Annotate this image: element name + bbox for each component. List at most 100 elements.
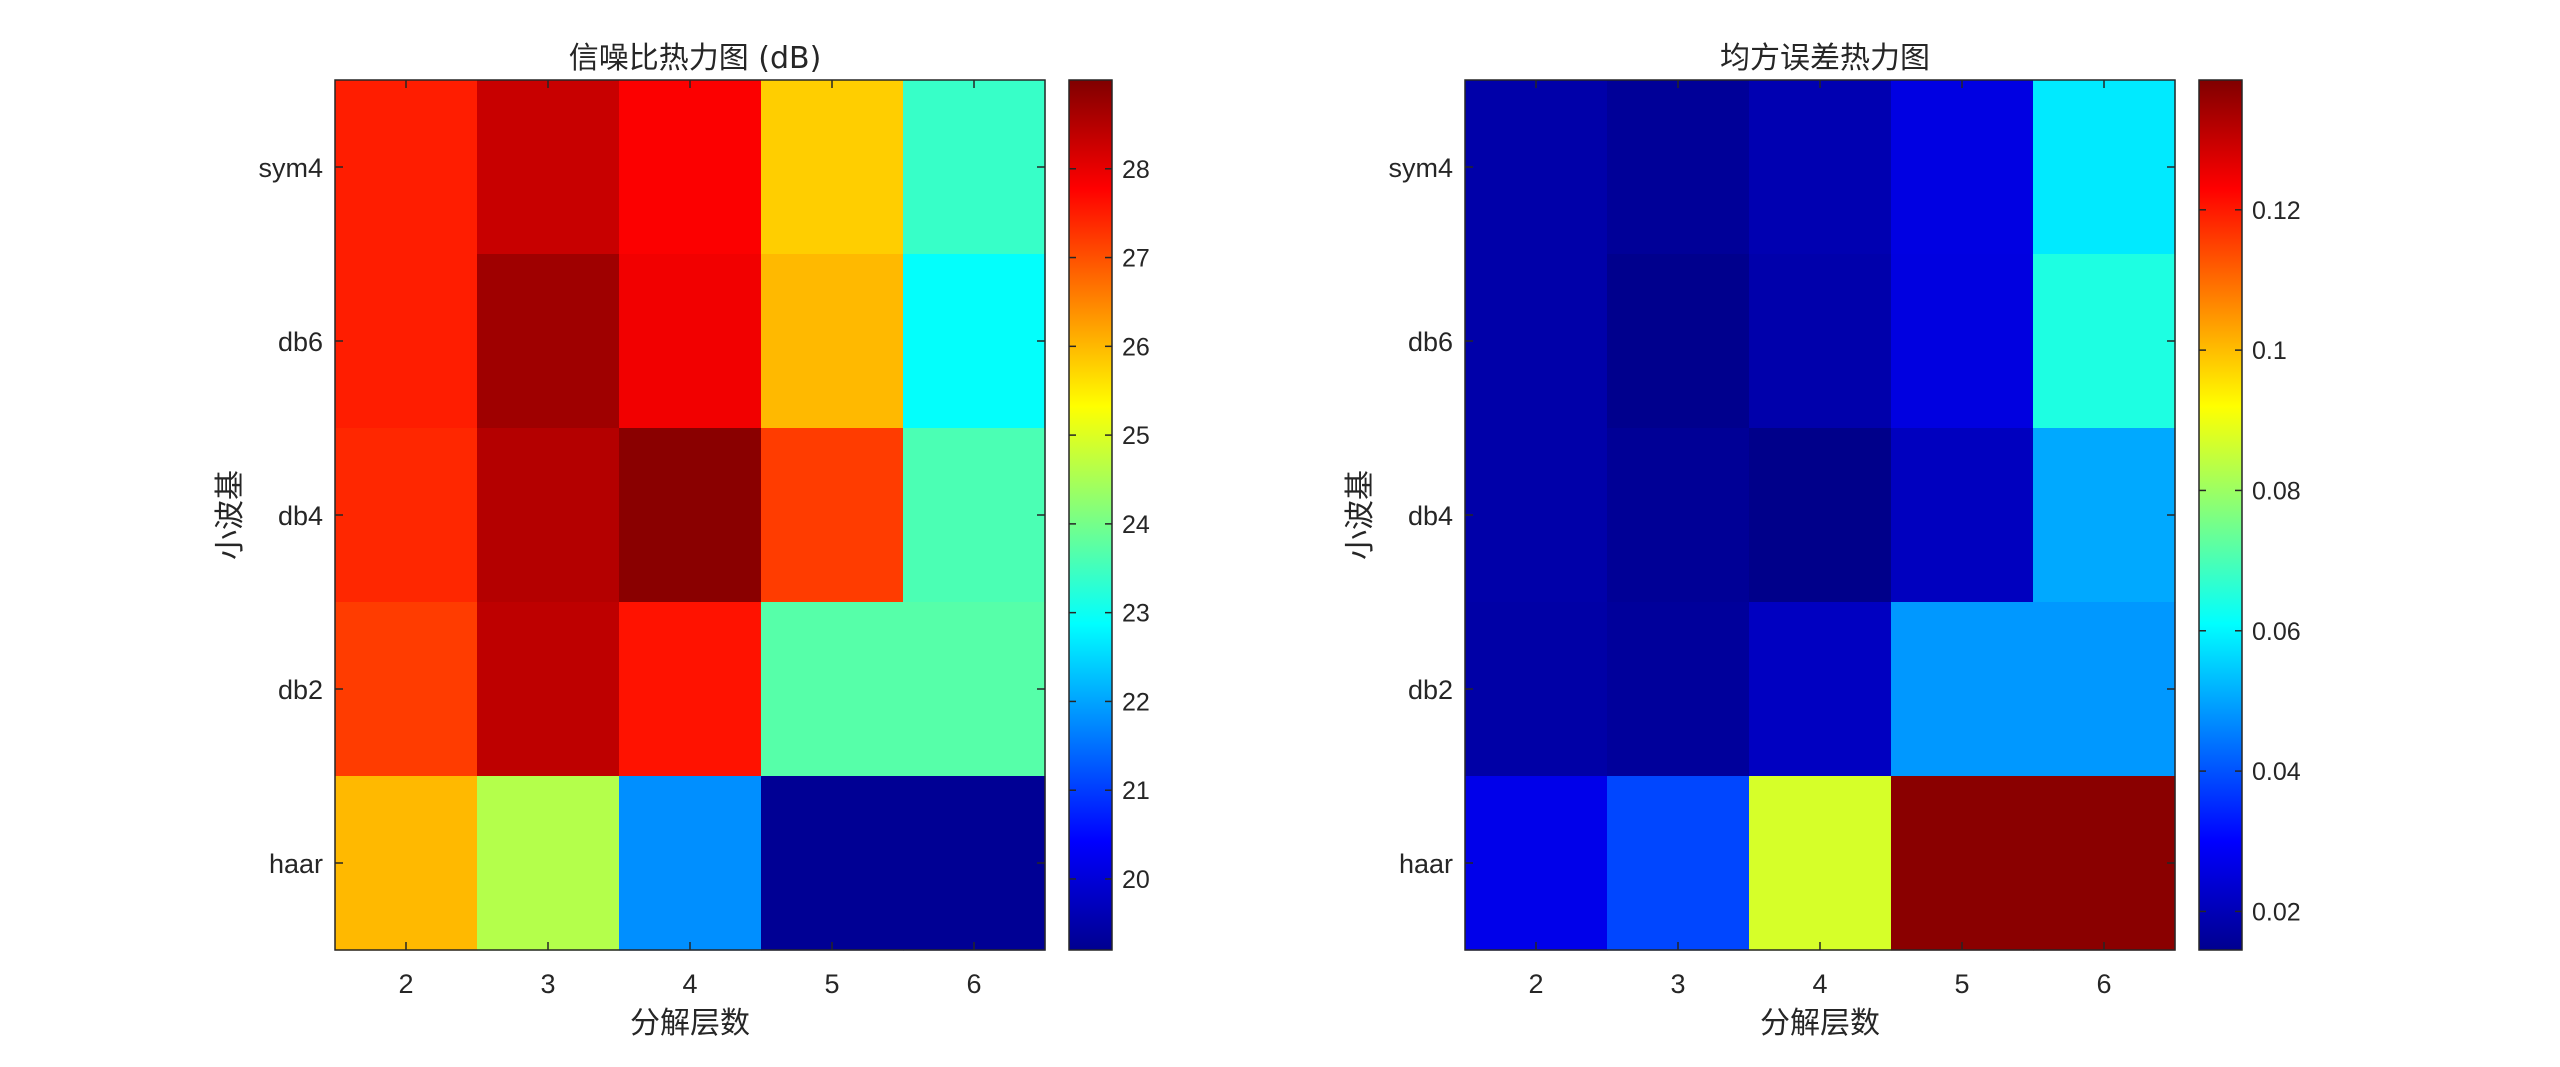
y-tick-label: db4 — [1408, 501, 1453, 531]
colorbar-tick-label: 26 — [1122, 333, 1150, 361]
x-tick-label: 3 — [540, 969, 555, 999]
y-tick-label: db2 — [1408, 675, 1453, 705]
x-tick-label: 2 — [398, 969, 413, 999]
heatmap-cell — [1749, 80, 1892, 255]
mse-x-tick-labels: 2 3 4 5 6 — [1528, 969, 2111, 999]
y-tick-label: db4 — [278, 501, 323, 531]
heatmap-cell — [1891, 254, 2034, 429]
heatmap-cell — [335, 602, 478, 777]
colorbar-tick-label: 27 — [1122, 245, 1150, 273]
mse-colorbar-ticks: 0.02 0.04 0.06 0.08 0.1 0.12 — [2199, 197, 2301, 926]
heatmap-cell — [335, 428, 478, 603]
heatmap-cell — [477, 776, 620, 951]
mse-heatmap-ticks — [1465, 80, 2175, 950]
colorbar-tick-label: 0.02 — [2252, 898, 2301, 926]
heatmap-cell — [2033, 254, 2176, 429]
heatmap-cell — [761, 80, 904, 255]
colorbar-tick-label: 28 — [1122, 156, 1150, 184]
colorbar-tick-label: 22 — [1122, 688, 1150, 716]
colorbar-tick-label: 24 — [1122, 511, 1150, 539]
x-tick-label: 3 — [1670, 969, 1685, 999]
colorbar-tick-label: 23 — [1122, 600, 1150, 628]
heatmap-cell — [2033, 602, 2176, 777]
colorbar-tick-label: 20 — [1122, 866, 1150, 894]
y-tick-label: db2 — [278, 675, 323, 705]
colorbar-tick-label: 21 — [1122, 777, 1150, 805]
mse-y-axis-label: 小波基 — [1343, 470, 1378, 560]
heatmap-cell — [1465, 254, 1608, 429]
heatmap-cell — [477, 602, 620, 777]
heatmap-cell — [1891, 428, 2034, 603]
x-tick-label: 4 — [1812, 969, 1827, 999]
mse-heatmap-panel: 均方误差热力图 2 3 4 5 6 sym4 db6 db4 db2 haar 分解层数 小波基… — [1343, 41, 2301, 1041]
heatmap-cell — [1749, 776, 1892, 951]
colorbar-tick-label: 25 — [1122, 422, 1150, 450]
heatmap-cell — [1465, 776, 1608, 951]
mse-heatmap-title: 均方误差热力图 — [1720, 41, 1930, 76]
heatmap-cell — [761, 428, 904, 603]
heatmap-cell — [1465, 80, 1608, 255]
snr-y-axis-label: 小波基 — [213, 470, 248, 560]
snr-heatmap-cells — [335, 80, 1046, 951]
heatmap-cell — [903, 254, 1046, 429]
heatmap-cell — [2033, 776, 2176, 951]
heatmap-cell — [1465, 428, 1608, 603]
mse-heatmap-cells — [1465, 80, 2176, 951]
heatmap-cell — [619, 254, 762, 429]
heatmap-cell — [477, 254, 620, 429]
heatmap-cell — [477, 428, 620, 603]
heatmap-cell — [335, 254, 478, 429]
heatmap-cell — [1607, 428, 1750, 603]
y-tick-label: db6 — [1408, 327, 1453, 357]
heatmap-cell — [335, 776, 478, 951]
heatmap-cell — [619, 776, 762, 951]
snr-y-tick-labels: sym4 db6 db4 db2 haar — [258, 153, 323, 879]
snr-heatmap-ticks — [335, 80, 1045, 950]
colorbar-tick-label: 0.12 — [2252, 197, 2301, 225]
heatmap-cell — [1891, 776, 2034, 951]
heatmap-cell — [619, 80, 762, 255]
heatmap-cell — [761, 254, 904, 429]
y-tick-label: haar — [1399, 849, 1453, 879]
heatmap-cell — [903, 776, 1046, 951]
y-tick-label: sym4 — [1388, 153, 1453, 183]
heatmap-cell — [2033, 428, 2176, 603]
heatmap-cell — [903, 80, 1046, 255]
heatmap-cell — [1607, 80, 1750, 255]
x-tick-label: 4 — [682, 969, 697, 999]
snr-heatmap-title: 信噪比热力图 (dB) — [569, 41, 822, 76]
mse-y-tick-labels: sym4 db6 db4 db2 haar — [1388, 153, 1453, 879]
mse-x-axis-label: 分解层数 — [1760, 1006, 1880, 1041]
y-tick-label: sym4 — [258, 153, 323, 183]
snr-x-tick-labels: 2 3 4 5 6 — [398, 969, 981, 999]
heatmap-cell — [2033, 80, 2176, 255]
heatmap-cell — [619, 602, 762, 777]
heatmap-cell — [1749, 428, 1892, 603]
colorbar-tick-label: 0.08 — [2252, 477, 2301, 505]
heatmap-cell — [1607, 602, 1750, 777]
snr-colorbar — [1068, 79, 1113, 951]
colorbar-tick-label: 0.06 — [2252, 618, 2301, 646]
x-tick-label: 2 — [1528, 969, 1543, 999]
heatmap-cell — [477, 80, 620, 255]
mse-colorbar — [2198, 79, 2243, 951]
y-tick-label: db6 — [278, 327, 323, 357]
colorbar-tick-label: 0.1 — [2252, 337, 2287, 365]
colorbar-tick-label: 0.04 — [2252, 758, 2301, 786]
heatmap-cell — [1607, 776, 1750, 951]
heatmap-cell — [761, 776, 904, 951]
heatmap-cell — [903, 602, 1046, 777]
x-tick-label: 6 — [966, 969, 981, 999]
x-tick-label: 6 — [2096, 969, 2111, 999]
heatmap-cell — [903, 428, 1046, 603]
x-tick-label: 5 — [824, 969, 839, 999]
heatmap-cell — [335, 80, 478, 255]
snr-x-axis-label: 分解层数 — [630, 1006, 750, 1041]
heatmap-cell — [1749, 602, 1892, 777]
heatmap-cell — [1891, 602, 2034, 777]
x-tick-label: 5 — [1954, 969, 1969, 999]
y-tick-label: haar — [269, 849, 323, 879]
heatmap-cell — [619, 428, 762, 603]
heatmap-cell — [1749, 254, 1892, 429]
